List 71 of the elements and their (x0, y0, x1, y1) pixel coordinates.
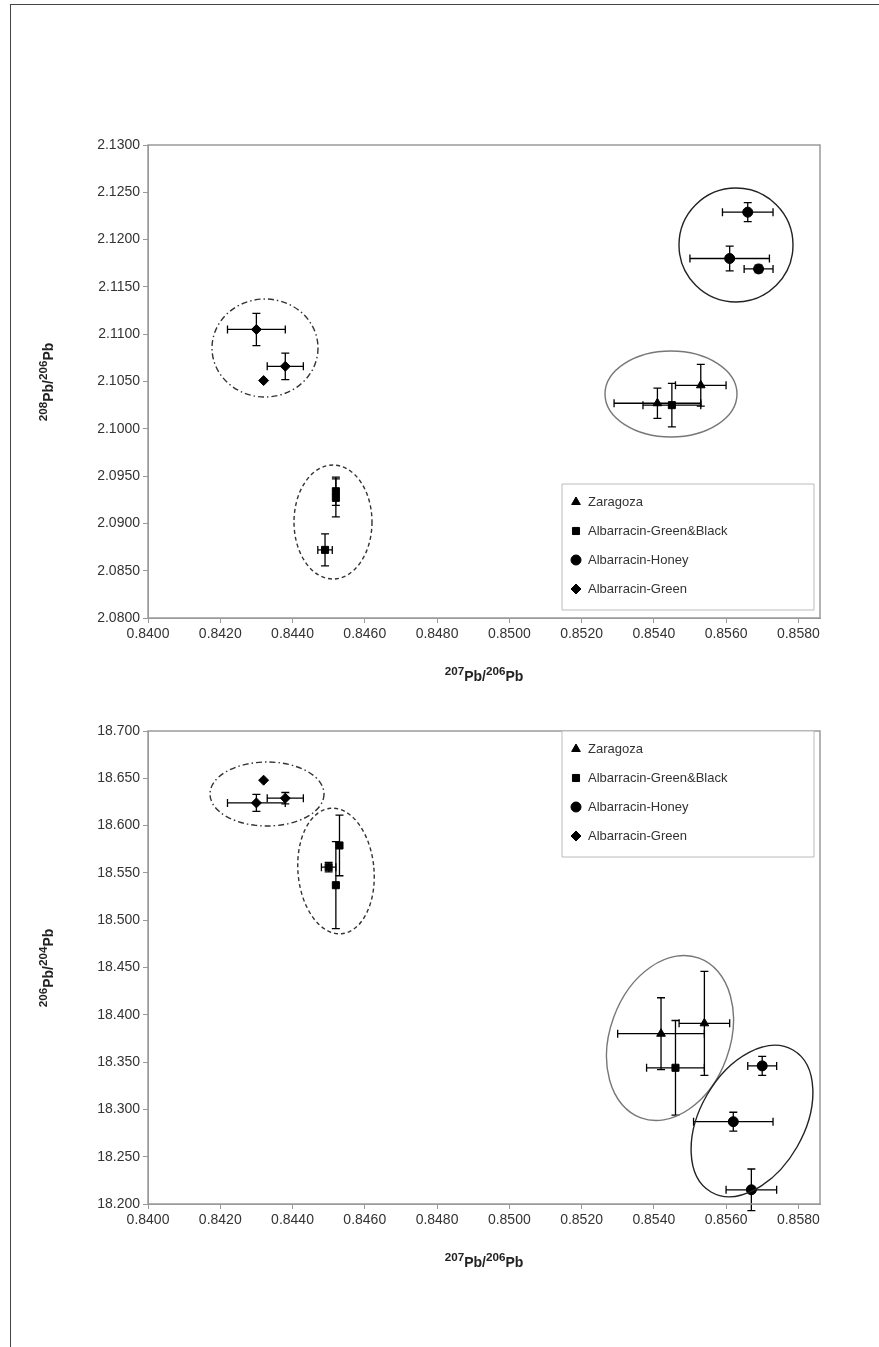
x-tick-label: 0.8520 (560, 1211, 604, 1228)
point (331, 493, 340, 502)
point (279, 360, 291, 372)
x-tick-label: 0.8400 (126, 1211, 170, 1228)
point (656, 1028, 666, 1037)
point (724, 253, 736, 265)
point (756, 1060, 768, 1072)
x-tick-label: 0.8540 (632, 1211, 676, 1228)
legend-label: Albarracin-Green (588, 827, 687, 843)
point (250, 797, 262, 809)
x-tick-label: 0.8420 (198, 625, 242, 642)
x-tick-label: 0.8580 (776, 625, 820, 642)
y-tick-label: 2.1050 (97, 372, 141, 389)
point (250, 323, 262, 335)
x-tick-label: 0.8480 (415, 1211, 459, 1228)
x-tick-label: 0.8460 (343, 1211, 387, 1228)
point (652, 397, 663, 407)
x-tick-label: 0.8440 (271, 625, 315, 642)
x-tick-label: 0.8480 (415, 625, 459, 642)
y-tick-label: 18.250 (97, 1147, 141, 1164)
y-tick-label: 18.200 (97, 1194, 141, 1211)
x-tick-label: 0.8500 (487, 625, 531, 642)
point (331, 881, 340, 890)
point (699, 1017, 710, 1027)
x-tick-label: 0.8500 (487, 1211, 531, 1228)
y-tick-label: 2.1250 (97, 183, 141, 200)
point (727, 1116, 739, 1128)
y-tick-label: 18.550 (97, 863, 141, 880)
point (321, 545, 330, 554)
y-tick-label: 2.1300 (97, 135, 141, 152)
legend-label: Zaragoza (588, 493, 644, 509)
point (671, 1063, 680, 1072)
x-tick-label: 0.8520 (560, 625, 604, 642)
y-tick-label: 18.500 (97, 911, 141, 928)
y-tick-label: 2.1150 (98, 277, 141, 294)
point (695, 379, 706, 389)
y-tick-label: 18.350 (97, 1052, 141, 1069)
x-tick-label: 0.8580 (776, 1211, 820, 1228)
y-tick-label: 18.400 (97, 1005, 141, 1022)
point (742, 206, 754, 218)
y-tick-label: 2.0800 (97, 608, 141, 625)
y-tick-label: 2.1100 (98, 325, 141, 342)
y-tick-label: 2.1000 (97, 419, 141, 436)
y-tick-label: 18.650 (97, 769, 141, 786)
y-tick-label: 18.700 (97, 721, 141, 738)
legend-label: Albarracin-Honey (588, 551, 689, 567)
legend-label: Albarracin-Green&Black (588, 769, 728, 785)
point (258, 375, 270, 387)
y-tick-label: 18.450 (97, 958, 141, 975)
x-tick-label: 0.8420 (198, 1211, 242, 1228)
x-tick-label: 0.8560 (704, 625, 748, 642)
point (667, 401, 676, 410)
point (335, 841, 344, 850)
x-tick-label: 0.8540 (632, 625, 676, 642)
y-tick-label: 18.600 (97, 816, 141, 833)
legend-label: Zaragoza (588, 740, 644, 756)
legend-label: Albarracin-Green&Black (588, 522, 728, 538)
y-tick-label: 2.0950 (97, 466, 141, 483)
y-tick-label: 2.0900 (97, 514, 141, 531)
point (258, 774, 270, 786)
x-tick-label: 0.8560 (704, 1211, 748, 1228)
y-tick-label: 18.300 (97, 1100, 141, 1117)
x-axis-title: $^{207}$Pb/$^{206}$Pb (444, 664, 524, 684)
x-tick-label: 0.8400 (126, 625, 170, 642)
y-tick-label: 2.1200 (97, 230, 141, 247)
x-tick-label: 0.8460 (343, 625, 387, 642)
y-tick-label: 2.0850 (97, 561, 141, 578)
legend-label: Albarracin-Green (588, 580, 687, 596)
legend-label: Albarracin-Honey (588, 798, 689, 814)
x-axis-title: $^{207}$Pb/$^{206}$Pb (444, 1250, 524, 1270)
x-tick-label: 0.8440 (271, 1211, 315, 1228)
